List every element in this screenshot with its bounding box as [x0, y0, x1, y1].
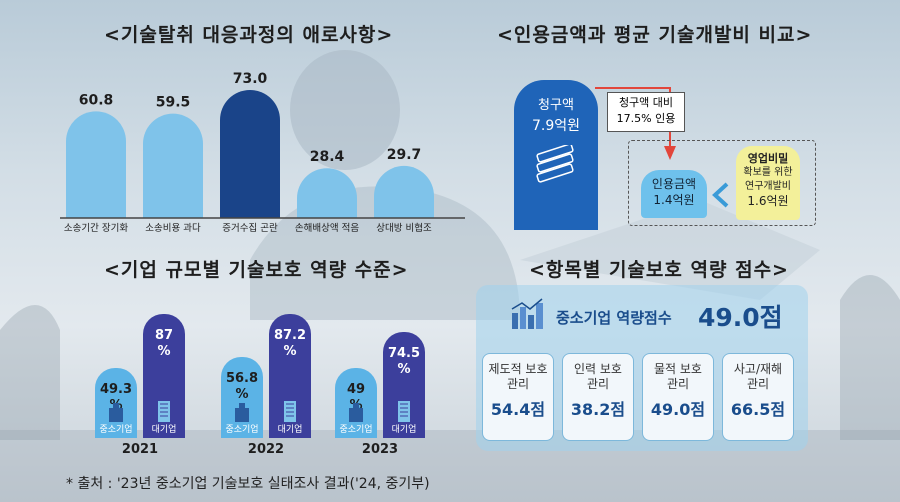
large-bar: 87.2 % 대기업 — [269, 314, 311, 438]
difficulty-value-label: 59.5 — [156, 95, 191, 111]
chevron-left-icon — [712, 182, 729, 208]
trade-line2: 확보를 위한 — [743, 167, 793, 178]
sme-bar: 49.3 %중소기업 — [95, 367, 137, 438]
series-name-label: 중소기업 — [99, 424, 133, 435]
difficulties-chart: 60.8 소송기간 장기화 59.5 소송비용 과다 73.0 증거수집 곤란 28.4 손해… — [60, 71, 465, 234]
claim-label: 청구액 — [538, 98, 574, 113]
item-score: 66.5점 — [730, 400, 786, 419]
difficulty-bar — [374, 165, 434, 218]
item-line1: 인력 보호 — [574, 362, 622, 376]
difficulty-category-label: 손해배상액 적음 — [295, 222, 359, 234]
item-score: 49.0점 — [650, 400, 706, 419]
difficulty-bar — [143, 113, 203, 218]
difficulty-bar — [220, 90, 280, 218]
amounts-title: <인용금액과 평균 기술개발비 비교> — [497, 24, 813, 46]
claim-box: 청구액 7.9억원 — [514, 80, 598, 230]
items-title: <항목별 기술보호 역량 점수> — [529, 259, 789, 281]
scale-value-label: 56.8 % — [225, 371, 259, 403]
series-name-label: 대기업 — [391, 424, 417, 435]
series-name-label: 중소기업 — [225, 424, 259, 435]
item-line1: 사고/재해 — [733, 362, 783, 376]
scale-value-label: 74.5 % — [387, 346, 421, 378]
series-name-label: 중소기업 — [339, 424, 373, 435]
difficulty-value-label: 73.0 — [233, 71, 268, 87]
difficulty-category-label: 증거수집 곤란 — [222, 222, 278, 234]
year-label: 2022 — [247, 442, 285, 457]
difficulty-category-label: 상대방 비협조 — [376, 222, 432, 234]
footnote: * 출처 : '23년 중소기업 기술보호 실태조사 결과('24, 중기부) — [66, 476, 430, 492]
ratio-line2: 17.5% 인용 — [616, 112, 676, 125]
item-box-physical: 물적 보호 관리 49.0점 — [642, 353, 714, 441]
trade-line3: 연구개발비 — [745, 181, 791, 192]
difficulties-title: <기술탈취 대응과정의 애로사항> — [104, 24, 394, 46]
series-name-label: 대기업 — [277, 424, 303, 435]
recognized-value: 1.4억원 — [653, 193, 695, 207]
large-bar: 87 % 대기업 — [143, 314, 185, 438]
sme-score-value: 49.0점 — [698, 303, 783, 332]
items-panel: 중소기업 역량점수 49.0점 제도적 보호 관리 54.4점 인력 보호 관리 3… — [476, 285, 808, 451]
large-bar: 74.5 % 대기업 — [383, 332, 425, 438]
recognized-box: 인용금액 1.4억원 — [641, 170, 707, 218]
ratio-callout: 청구액 대비 17.5% 인용 — [607, 92, 685, 132]
item-score: 54.4점 — [490, 400, 546, 419]
item-box-institutional: 제도적 보호 관리 54.4점 — [482, 353, 554, 441]
difficulty-value-label: 28.4 — [310, 149, 345, 165]
small-building-icon — [109, 402, 123, 422]
small-building-icon — [235, 402, 249, 422]
difficulty-value-label: 60.8 — [79, 92, 114, 108]
item-line1: 제도적 보호 — [488, 362, 548, 376]
item-box-incident: 사고/재해 관리 66.5점 — [722, 353, 794, 441]
series-name-label: 대기업 — [151, 424, 177, 435]
small-building-icon — [349, 402, 363, 422]
tower-building-icon — [284, 400, 296, 422]
item-score: 38.2점 — [570, 400, 626, 419]
difficulty-bar — [66, 111, 126, 218]
item-line2: 관리 — [586, 377, 610, 391]
sme-score-label: 중소기업 역량점수 — [556, 309, 672, 327]
scale-title: <기업 규모별 기술보호 역량 수준> — [104, 259, 409, 281]
tower-building-icon — [398, 400, 410, 422]
year-label: 2021 — [121, 442, 159, 457]
ratio-line1: 청구액 대비 — [618, 96, 674, 109]
item-line1: 물적 보호 — [654, 362, 702, 376]
sme-bar: 56.8 % 중소기업 — [221, 357, 263, 438]
item-line2: 관리 — [746, 377, 770, 391]
tower-building-icon — [158, 400, 170, 422]
item-line2: 관리 — [506, 377, 530, 391]
recognized-label: 인용금액 — [651, 177, 697, 191]
scale-value-label: 87.2 % — [273, 328, 307, 360]
item-box-personnel: 인력 보호 관리 38.2점 — [562, 353, 634, 441]
claim-value: 7.9억원 — [531, 118, 581, 134]
money-stack-icon — [536, 143, 574, 183]
year-label: 2023 — [361, 442, 399, 457]
building-chart-icon — [511, 298, 543, 329]
scale-value-label: 87 % — [154, 328, 174, 360]
scale-chart: 49.3 %중소기업 87 % 대기업 2021 56.8 % 중소기업 87.2 % 대기업… — [95, 290, 455, 460]
trade-line1: 영업비밀 — [747, 152, 789, 165]
sme-bar: 49 %중소기업 — [335, 368, 377, 438]
difficulty-bar — [297, 168, 357, 218]
trade-secret-box: 영업비밀 확보를 위한 연구개발비 1.6억원 — [736, 146, 800, 220]
difficulty-category-label: 소송기간 장기화 — [64, 223, 128, 234]
difficulty-value-label: 29.7 — [387, 147, 422, 163]
difficulty-category-label: 소송비용 과다 — [145, 223, 201, 234]
comparison-frame — [628, 140, 816, 226]
trade-value: 1.6억원 — [747, 194, 789, 208]
item-line2: 관리 — [666, 377, 690, 391]
